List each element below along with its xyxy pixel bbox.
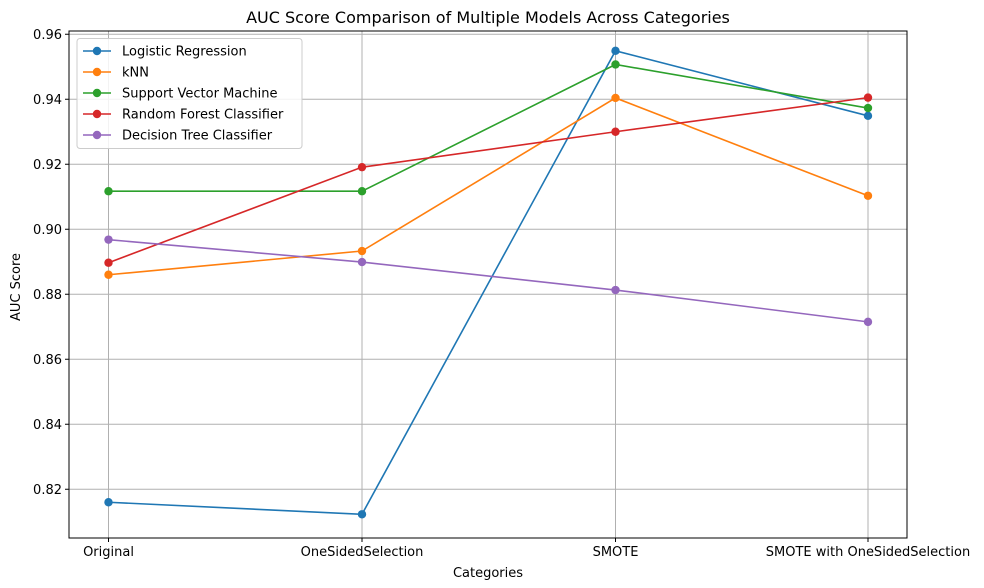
y-tick-label: 0.92	[33, 158, 62, 173]
data-point-knn	[357, 246, 367, 256]
series-line-support-vector-machine	[108, 63, 869, 193]
legend-marker	[92, 130, 102, 140]
data-point-knn	[863, 191, 873, 200]
plot-area-frame	[68, 30, 908, 539]
axis-ticks: Original OneSidedSelection SMOTE SMOTE with…	[33, 28, 970, 560]
y-tick-label: 0.94	[33, 93, 62, 108]
legend-label: Random Forest Classifier	[122, 108, 284, 123]
x-tick-label: Original	[83, 545, 134, 560]
legend-marker	[92, 109, 102, 119]
data-point-random-forest-classifier	[863, 93, 873, 102]
legend-box	[76, 38, 303, 149]
legend-marker	[92, 46, 102, 56]
y-tick-label: 0.96	[33, 28, 62, 43]
legend-label: Decision Tree Classifier	[122, 129, 273, 144]
data-point-knn	[104, 270, 113, 279]
data-point-logistic-regression	[357, 510, 367, 519]
data-point-random-forest-classifier	[611, 127, 620, 136]
x-axis-label: Categories	[453, 566, 523, 581]
series-group	[104, 46, 873, 519]
data-point-random-forest-classifier	[104, 258, 113, 267]
data-point-decision-tree-classifier	[863, 317, 873, 327]
data-point-logistic-regression	[104, 498, 113, 507]
data-point-random-forest-classifier	[357, 162, 367, 172]
legend: Logistic Regression kNN Support Vector Mac…	[76, 38, 303, 149]
x-tick-label: OneSidedSelection	[301, 545, 424, 560]
legend-label: Support Vector Machine	[122, 87, 278, 102]
y-tick-label: 0.90	[33, 223, 62, 238]
y-tick-label: 0.86	[33, 353, 62, 368]
legend-marker	[92, 88, 102, 98]
data-point-support-vector-machine	[611, 60, 620, 69]
grid	[69, 31, 907, 538]
data-point-logistic-regression	[611, 46, 620, 56]
data-point-decision-tree-classifier	[357, 257, 367, 267]
series-line-random-forest-classifier	[108, 96, 869, 264]
y-axis-label: AUC Score	[9, 253, 24, 321]
legend-label: Logistic Regression	[122, 45, 247, 60]
y-tick-label: 0.82	[33, 483, 62, 498]
data-point-support-vector-machine	[104, 187, 113, 196]
data-point-logistic-regression	[863, 111, 873, 121]
y-tick-label: 0.84	[33, 418, 62, 433]
x-tick-label: SMOTE with OneSidedSelection	[766, 545, 970, 560]
legend-label: kNN	[122, 66, 149, 81]
data-point-knn	[611, 93, 620, 103]
chart-title: AUC Score Comparison of Multiple Models …	[246, 8, 730, 27]
data-point-support-vector-machine	[357, 187, 367, 196]
series-line-decision-tree-classifier	[108, 238, 869, 323]
data-point-decision-tree-classifier	[611, 285, 620, 295]
data-point-support-vector-machine	[863, 103, 873, 113]
series-line-knn	[108, 97, 869, 276]
data-point-decision-tree-classifier	[104, 235, 113, 244]
legend-marker	[92, 67, 102, 77]
x-tick-label: SMOTE	[593, 545, 639, 560]
series-line-logistic-regression	[108, 49, 869, 516]
y-tick-label: 0.88	[33, 288, 62, 303]
